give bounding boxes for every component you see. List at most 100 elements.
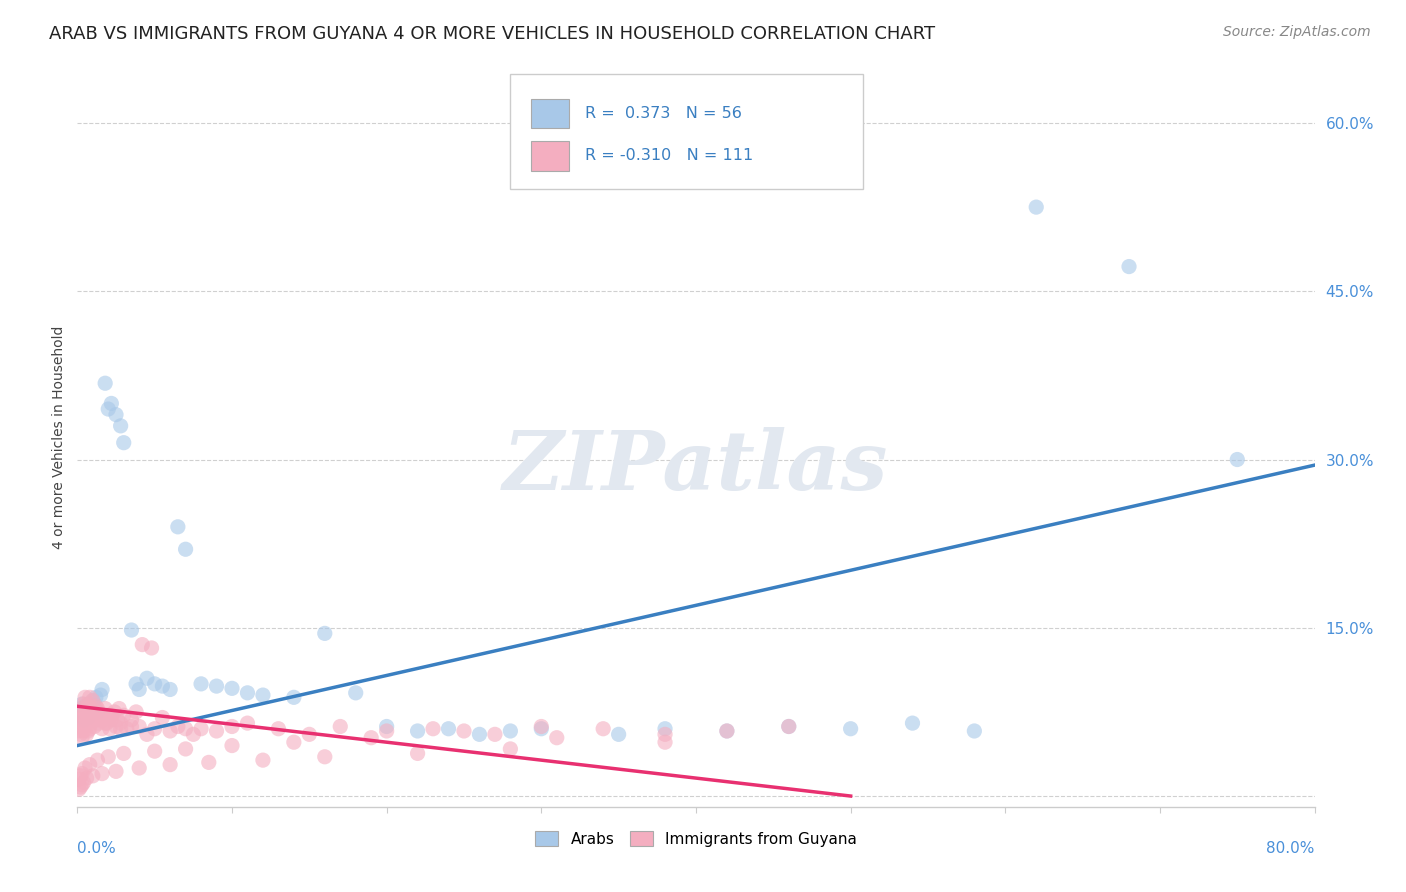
Point [69, 719, 91, 733]
Point [252, 688, 274, 702]
Point [94, 376, 117, 391]
Point [110, 418, 132, 433]
Point [267, 722, 290, 736]
Point [82, 710, 104, 724]
Point [190, 677, 212, 691]
Point [105, 408, 127, 422]
Text: ARAB VS IMMIGRANTS FROM GUYANA 4 OR MORE VEHICLES IN HOUSEHOLD CORRELATION CHART: ARAB VS IMMIGRANTS FROM GUYANA 4 OR MORE… [49, 25, 935, 43]
Point [329, 719, 352, 733]
Point [100, 708, 122, 723]
Point [174, 742, 197, 756]
Point [83, 705, 105, 719]
Point [1226, 452, 1249, 467]
Point [97, 402, 120, 417]
Point [80, 701, 103, 715]
Point [406, 723, 429, 738]
Point [190, 722, 212, 736]
Point [221, 681, 243, 696]
Point [75, 719, 96, 733]
Point [283, 735, 305, 749]
Point [91, 766, 114, 780]
Point [125, 677, 148, 691]
Point [121, 713, 143, 727]
Point [468, 727, 491, 741]
Point [499, 723, 522, 738]
Point [82, 694, 104, 708]
Text: 80.0%: 80.0% [1267, 840, 1315, 855]
Point [67, 782, 90, 797]
FancyBboxPatch shape [531, 99, 568, 128]
Text: Source: ZipAtlas.com: Source: ZipAtlas.com [1223, 25, 1371, 39]
Point [183, 727, 205, 741]
Point [75, 708, 96, 723]
Point [72, 705, 94, 719]
Point [67, 772, 90, 787]
Point [252, 753, 274, 767]
Point [298, 727, 321, 741]
Point [221, 719, 243, 733]
Point [103, 705, 125, 719]
Point [100, 713, 122, 727]
Text: ZIPatlas: ZIPatlas [503, 426, 889, 507]
Legend: Arabs, Immigrants from Guyana: Arabs, Immigrants from Guyana [529, 825, 863, 853]
Point [90, 688, 111, 702]
Point [97, 749, 120, 764]
Point [94, 716, 117, 731]
Point [128, 761, 150, 775]
Point [75, 699, 96, 714]
Point [77, 710, 100, 724]
Point [72, 713, 94, 727]
Point [121, 623, 143, 637]
Point [70, 766, 93, 780]
Point [72, 708, 94, 723]
Point [375, 719, 398, 733]
Point [105, 719, 127, 733]
Point [499, 742, 522, 756]
Point [70, 710, 93, 724]
Point [90, 713, 111, 727]
Point [79, 722, 101, 736]
Y-axis label: 4 or more Vehicles in Household: 4 or more Vehicles in Household [52, 326, 66, 549]
Point [108, 701, 131, 715]
Point [79, 697, 101, 711]
Point [110, 716, 132, 731]
Point [110, 722, 132, 736]
Point [125, 705, 148, 719]
Point [76, 713, 98, 727]
Point [778, 719, 800, 733]
Point [437, 722, 460, 736]
Point [236, 686, 259, 700]
Point [174, 722, 197, 736]
Point [82, 769, 104, 783]
Point [422, 722, 444, 736]
Point [654, 722, 676, 736]
Point [152, 710, 174, 724]
Point [654, 735, 676, 749]
FancyBboxPatch shape [531, 141, 568, 170]
FancyBboxPatch shape [510, 74, 863, 189]
Point [70, 701, 93, 715]
Point [198, 756, 221, 770]
Point [97, 708, 120, 723]
Point [67, 713, 90, 727]
Point [69, 780, 91, 794]
Point [375, 723, 398, 738]
Point [94, 701, 117, 715]
Point [592, 722, 614, 736]
Point [205, 679, 228, 693]
Point [105, 764, 127, 779]
Point [70, 697, 93, 711]
Point [72, 775, 94, 789]
Point [141, 640, 163, 655]
Point [72, 697, 94, 711]
Point [128, 682, 150, 697]
Point [778, 719, 800, 733]
Point [69, 701, 91, 715]
Point [90, 708, 111, 723]
Point [484, 727, 506, 741]
Point [69, 727, 91, 741]
Point [72, 723, 94, 738]
Point [283, 690, 305, 705]
Point [112, 435, 135, 450]
Point [314, 749, 336, 764]
